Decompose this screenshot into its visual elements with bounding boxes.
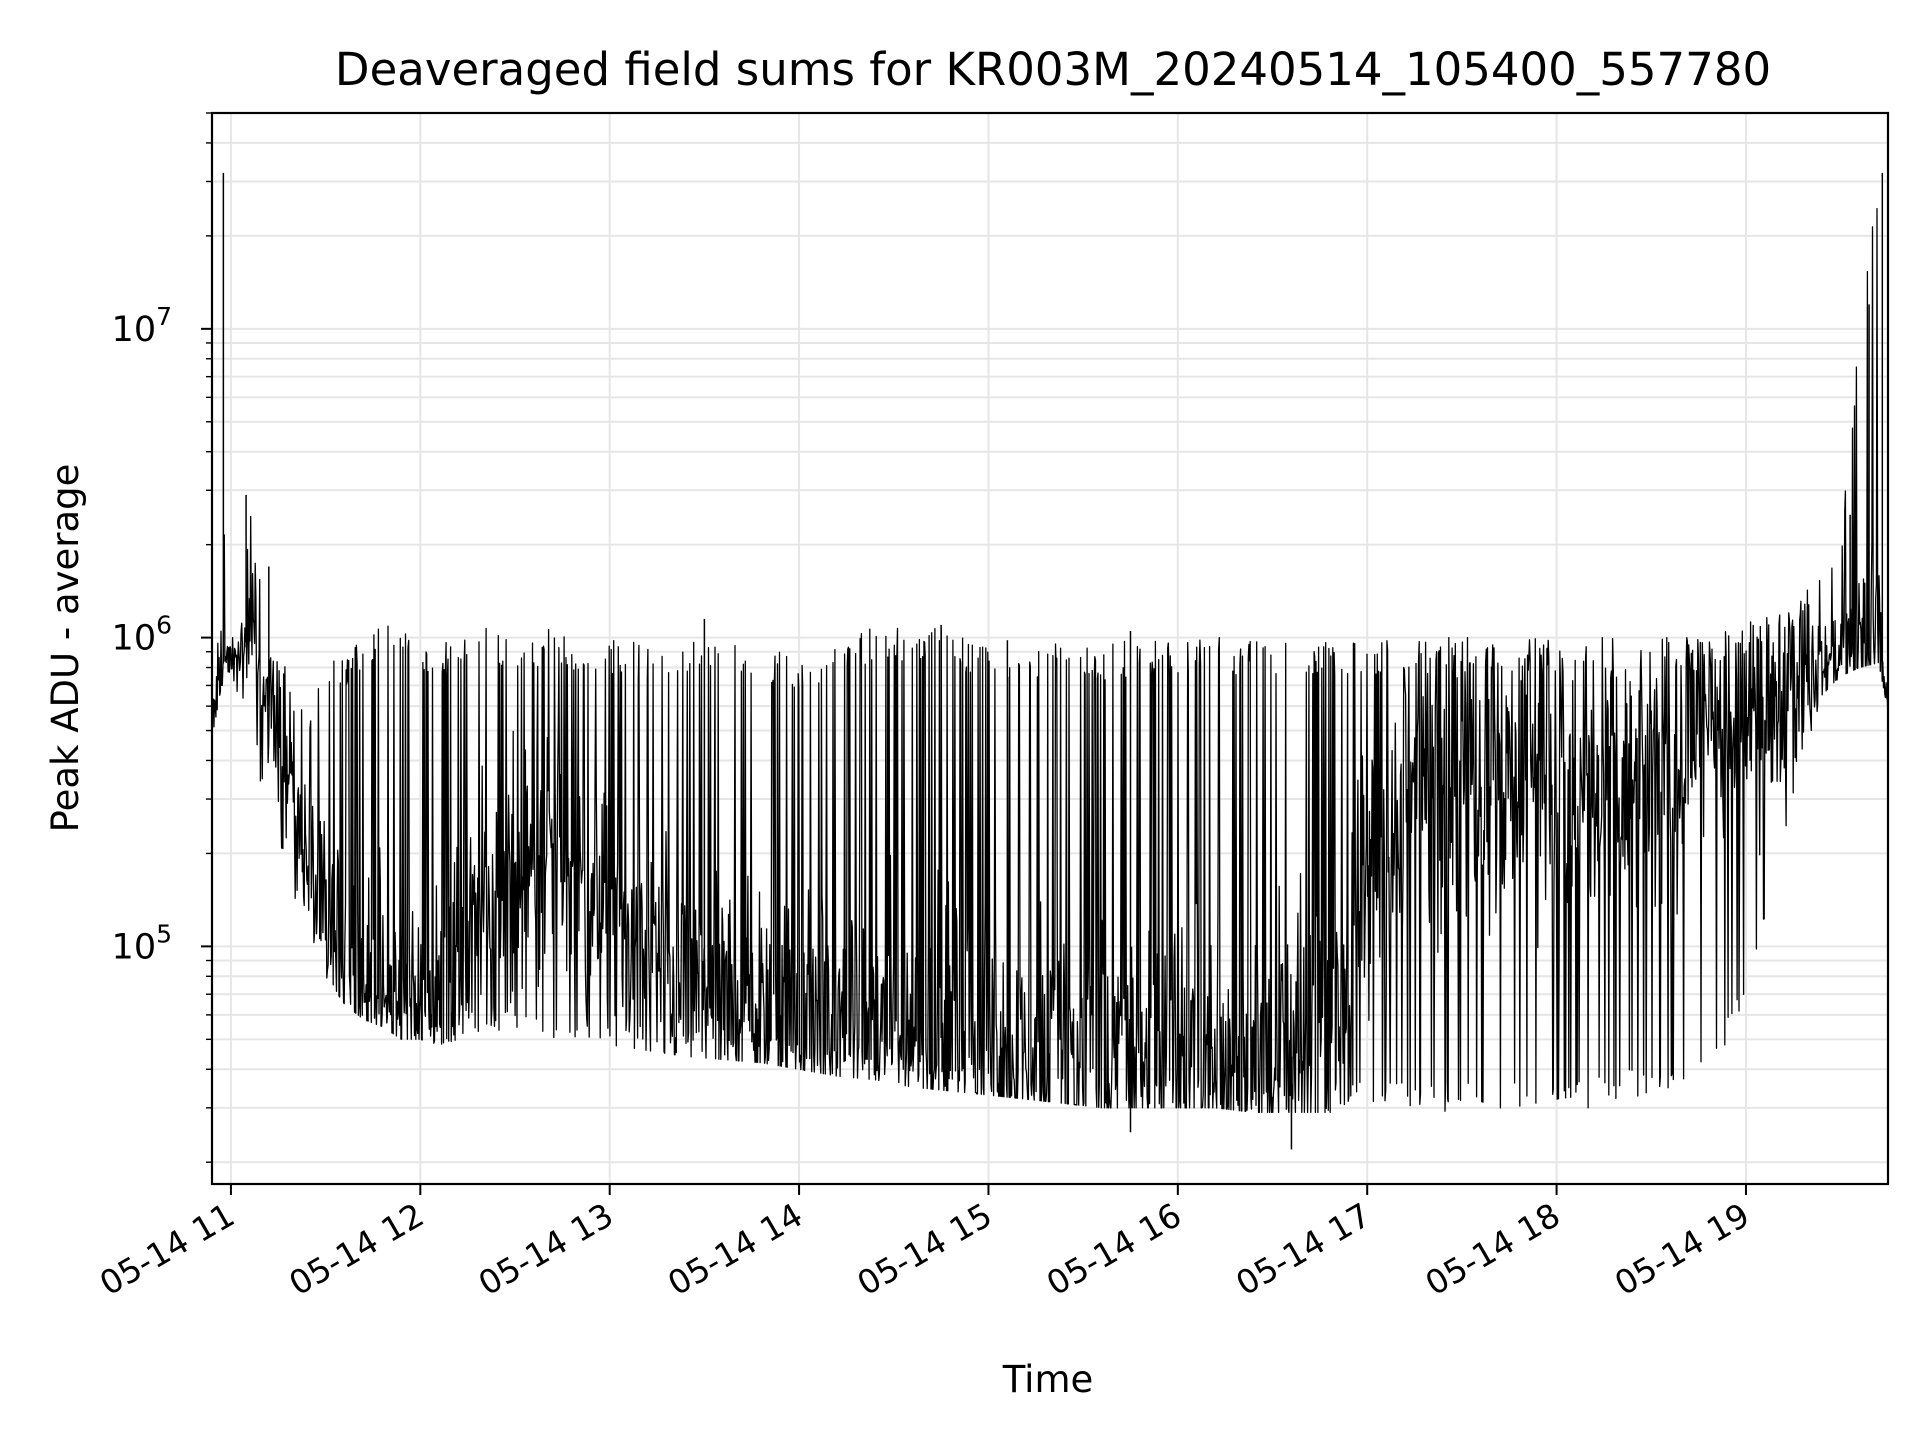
- y-axis-label: Peak ADU - average: [44, 464, 87, 833]
- x-axis-label: Time: [1002, 1358, 1094, 1401]
- data-layer: [212, 172, 1888, 1150]
- y-axis: 105 106 107: [112, 112, 212, 1163]
- data-series-line: [212, 207, 1888, 1114]
- plot-frame: [210, 111, 1890, 1186]
- y-tick-label: 106: [112, 611, 172, 659]
- y-tick-label: 107: [112, 302, 172, 350]
- y-tick-label: 105: [112, 919, 172, 967]
- chart-title: Deaveraged field sums for KR003M_2024051…: [335, 43, 1771, 96]
